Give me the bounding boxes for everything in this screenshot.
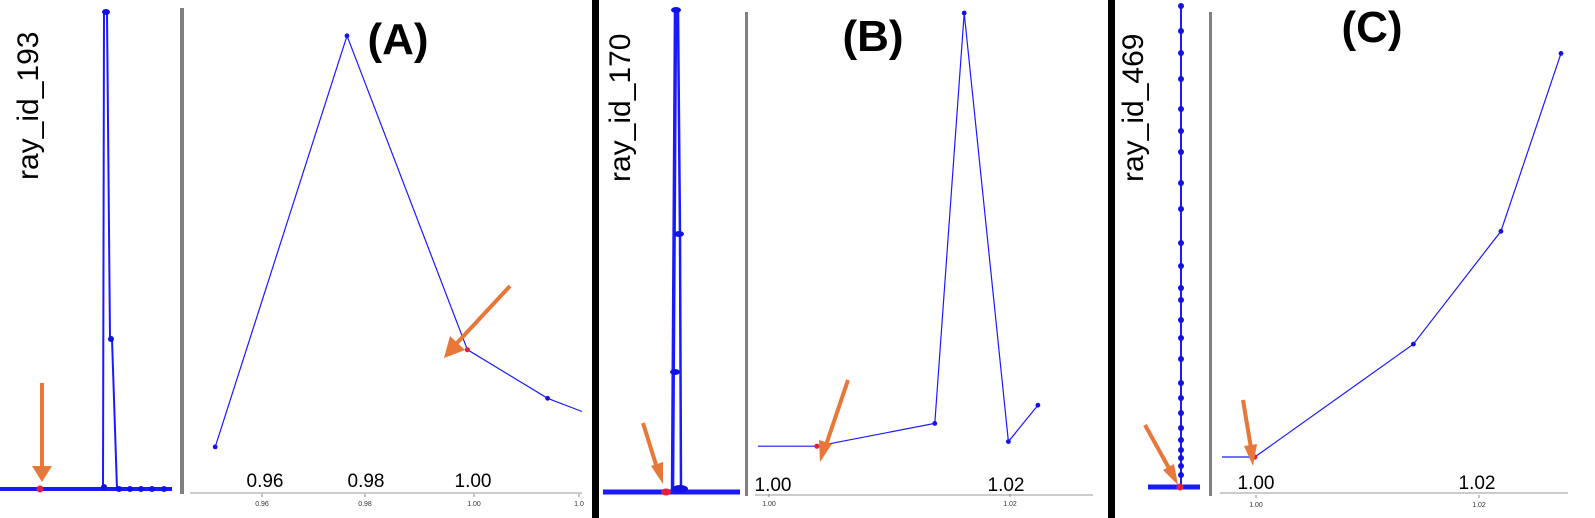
overview-divider — [1209, 12, 1212, 496]
ray-label: ray_id_170 — [604, 34, 637, 182]
arrow — [32, 383, 52, 482]
overview-point — [670, 369, 680, 375]
arrow — [1241, 399, 1257, 466]
tick-label: 0.96 — [247, 471, 284, 492]
panel-title: (A) — [367, 15, 428, 64]
arrow — [819, 379, 850, 462]
data-point — [932, 421, 938, 426]
highlight-point — [814, 443, 820, 449]
overview-point — [1178, 149, 1184, 155]
overview-plot — [603, 7, 740, 496]
zoom-plot: 1.00 1.02 1.00 1.02 — [755, 10, 1041, 508]
overview-point — [671, 7, 681, 13]
overview-highlight-point — [661, 488, 671, 496]
overview-point — [161, 486, 167, 492]
panel-separator — [592, 0, 599, 518]
tick-label: 0.96 — [255, 501, 269, 508]
overview-point — [116, 486, 122, 492]
overview-divider — [180, 8, 184, 494]
overview-point — [1178, 180, 1184, 186]
data-point — [961, 10, 967, 16]
zoom-plot: 0.96 0.98 1.00 0.96 0.98 1.00 1.0 — [212, 33, 584, 508]
data-point — [1558, 51, 1564, 56]
overview-point — [1178, 437, 1184, 443]
series-line — [758, 12, 1039, 447]
overview-plot — [1148, 3, 1200, 491]
overview-point — [1178, 76, 1184, 82]
tick-label: 1.02 — [1459, 473, 1496, 494]
tick-label: 1.0 — [574, 501, 584, 508]
arrow — [1143, 424, 1178, 485]
overview-point — [1178, 263, 1184, 269]
data-point — [1006, 439, 1011, 444]
overview-point — [1178, 472, 1184, 478]
overview-point — [1178, 425, 1184, 431]
tick-label: 1.02 — [988, 475, 1025, 496]
overview-spike — [671, 9, 678, 493]
tick-label: 1.00 — [1238, 473, 1275, 494]
overview-point — [149, 486, 155, 492]
series-line — [214, 33, 583, 448]
panel-b: ray_id_170 (B) 1.00 1.02 1.00 1.02 — [603, 7, 1093, 508]
data-point — [1498, 228, 1504, 234]
overview-point — [1178, 285, 1184, 291]
overview-point — [674, 231, 684, 237]
overview-point — [1178, 128, 1184, 134]
overview-point — [1178, 206, 1184, 212]
overview-point — [1178, 335, 1184, 341]
tick-label: 1.00 — [755, 475, 792, 496]
overview-spike — [97, 11, 118, 490]
overview-point — [1178, 380, 1184, 386]
tick-label: 0.98 — [358, 501, 372, 508]
overview-point — [1178, 297, 1184, 303]
overview-point — [1178, 50, 1184, 56]
overview-point — [1178, 395, 1184, 401]
data-point — [1411, 341, 1416, 347]
panel-title: (B) — [842, 12, 903, 61]
zoom-plot: 1.00 1.02 1.00 1.02 — [1222, 51, 1564, 509]
panel-separator — [1108, 0, 1115, 518]
tick-label: 1.00 — [762, 501, 776, 508]
overview-point — [138, 486, 144, 492]
data-point — [344, 33, 350, 39]
series-line — [1222, 53, 1562, 458]
tick-label: 1.02 — [1472, 502, 1486, 509]
overview-plot — [0, 9, 172, 493]
overview-point — [1178, 410, 1184, 416]
ray-label: ray_id_469 — [1117, 34, 1150, 182]
tick-label: 1.00 — [455, 471, 492, 492]
panel-title: (C) — [1341, 3, 1402, 52]
overview-point — [1178, 3, 1184, 9]
overview-point — [1178, 447, 1184, 453]
overview-point — [1178, 240, 1184, 246]
ray-label: ray_id_193 — [12, 32, 45, 180]
overview-divider — [745, 12, 748, 496]
tick-label: 1.00 — [1249, 502, 1263, 509]
overview-point — [101, 484, 107, 490]
tick-label: 0.98 — [348, 471, 385, 492]
data-point — [545, 395, 550, 401]
overview-point — [1178, 106, 1184, 112]
arrow — [444, 284, 512, 358]
arrow — [641, 422, 663, 484]
data-point — [1035, 402, 1041, 408]
highlight-point — [464, 347, 470, 353]
overview-highlight-point — [36, 485, 44, 493]
overview-point — [1178, 317, 1184, 323]
data-point — [212, 444, 218, 450]
panel-c: ray_id_469 (C) 1.00 1.02 1.00 1.02 — [1117, 3, 1568, 509]
overview-point — [1178, 463, 1184, 469]
overview-point — [1178, 28, 1184, 34]
overview-highlight-point — [1176, 483, 1184, 491]
overview-point — [1178, 356, 1184, 362]
overview-point — [108, 336, 114, 342]
tick-label: 1.00 — [467, 501, 481, 508]
overview-point — [102, 9, 110, 15]
overview-point — [1178, 455, 1184, 461]
overview-point — [672, 485, 688, 493]
tick-label: 1.02 — [1003, 501, 1017, 508]
panel-a: ray_id_193 (A) 0.96 0.98 1.00 0.96 0.98 1.00 1… — [0, 9, 584, 508]
overview-point — [127, 486, 133, 492]
